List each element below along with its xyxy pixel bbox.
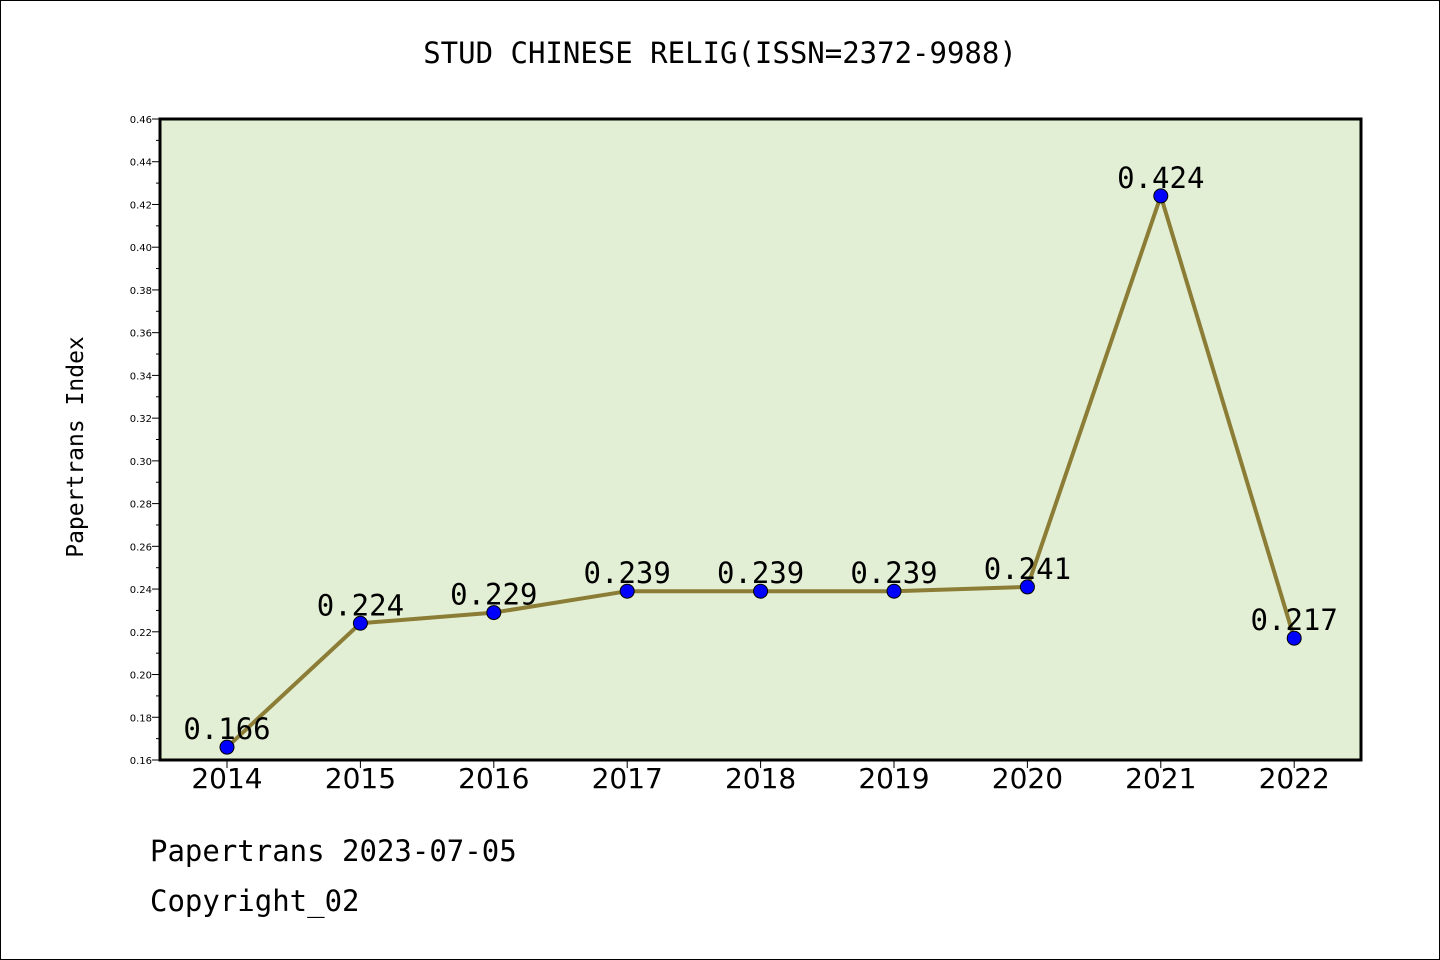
data-label-2017: 0.239 [584, 556, 671, 590]
x-tick-label-2021: 2021 [1125, 762, 1196, 795]
x-tick-label-2018: 2018 [725, 762, 796, 795]
data-point-2016 [486, 605, 502, 621]
plot-border [158, 117, 1363, 762]
chart-title: STUD CHINESE RELIG(ISSN=2372-9988) [423, 36, 1017, 70]
y-tick-label: 0.30 [130, 457, 152, 468]
y-tick-label: 0.16 [130, 756, 152, 767]
data-label-2015: 0.224 [317, 588, 404, 622]
y-tick-label: 0.34 [130, 371, 152, 382]
x-tick-label-2019: 2019 [858, 762, 929, 795]
y-tick-label: 0.24 [130, 585, 152, 596]
data-label-2016: 0.229 [450, 578, 537, 612]
x-axis: 2014 2015 2016 2017 2018 2019 2020 2021 2022 [191, 760, 1330, 795]
series-markers [219, 188, 1302, 755]
y-tick-label: 0.42 [130, 200, 152, 211]
x-tick-label-2020: 2020 [992, 762, 1063, 795]
y-tick-label: 0.38 [130, 286, 152, 297]
x-tick-label-2016: 2016 [458, 762, 529, 795]
data-point-2017 [619, 583, 635, 599]
y-tick-label: 0.44 [130, 158, 152, 169]
y-tick-label: 0.36 [130, 329, 152, 340]
data-label-2022: 0.217 [1251, 603, 1338, 637]
plot-area [160, 119, 1361, 760]
data-point-2015 [352, 615, 368, 631]
footer-date: Papertrans 2023-07-05 [150, 834, 517, 868]
y-axis: 0.16 0.18 0.20 0.22 0.24 0.26 0.28 0.30 0.32 0.34… [130, 115, 160, 767]
y-tick-label: 0.28 [130, 500, 152, 511]
data-label-2014: 0.166 [183, 712, 270, 746]
data-point-2014 [219, 739, 235, 755]
y-tick-label: 0.22 [130, 628, 152, 639]
data-label-2021: 0.424 [1117, 161, 1204, 195]
y-tick-label: 0.26 [130, 542, 152, 553]
data-point-2022 [1286, 630, 1302, 646]
data-point-2019 [886, 583, 902, 599]
x-tick-label-2015: 2015 [325, 762, 396, 795]
y-tick-label: 0.40 [130, 243, 152, 254]
data-label-2019: 0.239 [850, 556, 937, 590]
y-tick-label: 0.18 [130, 713, 152, 724]
y-tick-label: 0.46 [130, 115, 152, 126]
y-tick-label: 0.20 [130, 671, 152, 682]
data-point-2021 [1153, 188, 1169, 204]
data-point-2018 [753, 583, 769, 599]
x-tick-label-2014: 2014 [191, 762, 262, 795]
data-label-2018: 0.239 [717, 556, 804, 590]
data-point-2020 [1019, 579, 1035, 595]
x-tick-label-2022: 2022 [1259, 762, 1330, 795]
data-label-2020: 0.241 [984, 552, 1071, 586]
footer-copyright: Copyright_02 [150, 884, 360, 918]
y-tick-label: 0.32 [130, 414, 152, 425]
x-tick-label-2017: 2017 [592, 762, 663, 795]
data-labels: 0.166 0.224 0.229 0.239 0.239 0.239 0.241 0.424… [183, 161, 1338, 746]
